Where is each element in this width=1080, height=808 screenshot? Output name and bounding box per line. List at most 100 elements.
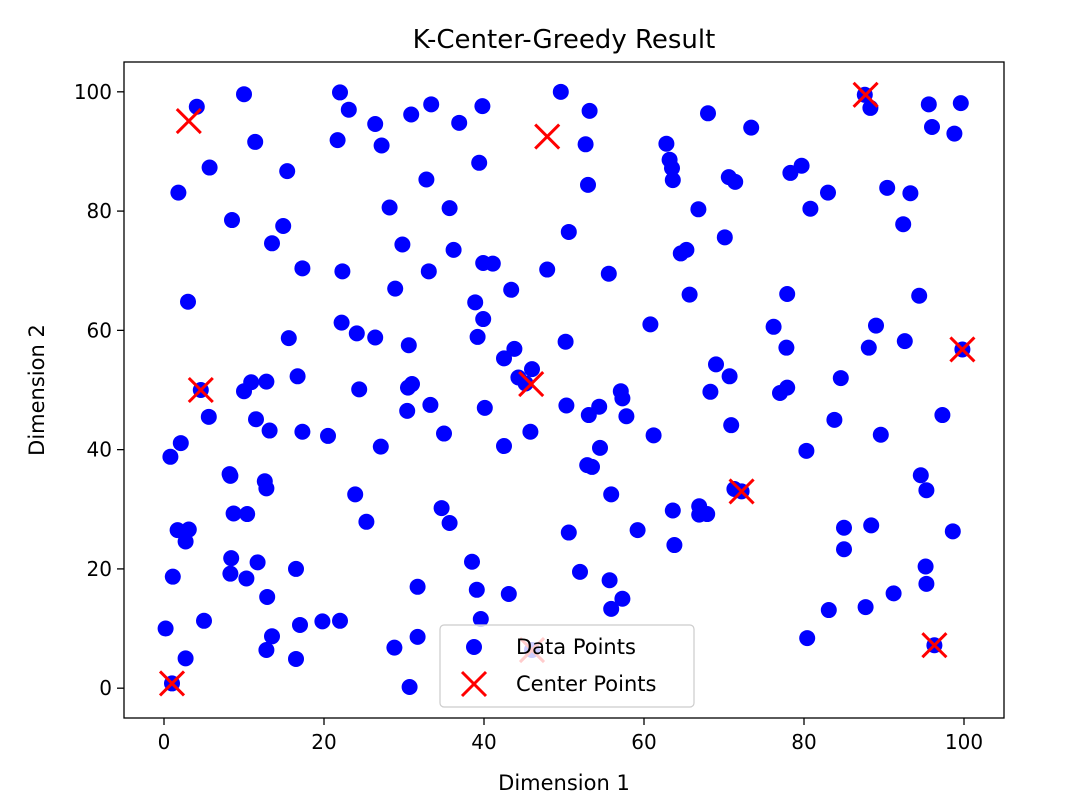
- data-point: [351, 381, 368, 398]
- data-point: [699, 506, 716, 523]
- y-axis-label: Dimension 2: [25, 324, 49, 456]
- data-point: [721, 368, 738, 385]
- data-point: [895, 216, 912, 233]
- data-point: [420, 263, 437, 280]
- data-point: [885, 585, 902, 602]
- legend-center-points-marker: [460, 670, 488, 698]
- data-point: [261, 422, 278, 439]
- data-point: [258, 642, 275, 659]
- data-point: [727, 173, 744, 190]
- center-point: [728, 478, 755, 505]
- data-point: [294, 260, 311, 277]
- data-point: [603, 486, 620, 503]
- data-point: [603, 600, 620, 617]
- data-point: [381, 199, 398, 216]
- data-point: [314, 613, 331, 630]
- data-point: [857, 599, 874, 616]
- data-point: [394, 236, 411, 253]
- data-point: [224, 212, 240, 229]
- data-point: [467, 294, 484, 311]
- data-point: [503, 281, 520, 298]
- data-point: [918, 575, 935, 592]
- data-point: [664, 502, 681, 519]
- data-point: [924, 119, 940, 136]
- data-point: [952, 95, 969, 112]
- data-point: [249, 554, 266, 571]
- data-point: [289, 368, 306, 385]
- data-point: [779, 285, 796, 302]
- center-point: [921, 632, 948, 659]
- data-point: [409, 578, 426, 595]
- data-point: [700, 105, 716, 122]
- data-point: [372, 438, 389, 455]
- data-point: [464, 553, 480, 570]
- data-point: [522, 423, 539, 440]
- data-point: [320, 427, 336, 444]
- data-point: [348, 325, 365, 342]
- data-point: [629, 522, 646, 539]
- data-point: [180, 293, 196, 310]
- data-point: [862, 99, 879, 116]
- data-point: [879, 179, 896, 196]
- data-point: [475, 311, 492, 328]
- data-point: [386, 639, 403, 656]
- y-tick-label: 0: [99, 676, 112, 700]
- data-point: [484, 255, 501, 272]
- legend-data-points-label: Data Points: [516, 635, 636, 659]
- data-point: [236, 86, 252, 103]
- data-point: [917, 558, 934, 575]
- data-point: [258, 480, 275, 497]
- data-point: [664, 172, 681, 189]
- data-point: [436, 425, 452, 442]
- data-point: [170, 184, 187, 201]
- data-point: [765, 318, 782, 335]
- data-point: [836, 541, 852, 558]
- data-point: [902, 185, 919, 202]
- legend-data-points-marker: [466, 639, 482, 655]
- data-point: [496, 350, 512, 367]
- data-point: [387, 280, 404, 297]
- data-point: [779, 379, 796, 396]
- data-point: [225, 505, 242, 522]
- x-tick-label: 100: [945, 730, 983, 754]
- center-point: [949, 336, 976, 363]
- data-point: [373, 137, 390, 154]
- data-point: [334, 263, 351, 280]
- data-point: [793, 157, 810, 174]
- data-point: [177, 650, 194, 667]
- data-point: [820, 602, 837, 619]
- y-tick-label: 100: [74, 80, 112, 104]
- data-point: [238, 570, 255, 587]
- center-point: [852, 81, 879, 108]
- center-point: [187, 376, 214, 404]
- y-tick-label: 60: [87, 318, 112, 342]
- data-point: [333, 314, 350, 331]
- data-point: [820, 184, 836, 201]
- legend-center-points-label: Center Points: [516, 672, 656, 696]
- data-point: [944, 523, 961, 540]
- data-point: [400, 337, 417, 354]
- data-point: [500, 585, 517, 602]
- data-point: [560, 223, 577, 240]
- data-point: [264, 628, 280, 645]
- data-point: [681, 286, 698, 303]
- data-point: [258, 373, 275, 390]
- data-point: [799, 630, 816, 647]
- x-tick-label: 80: [791, 730, 816, 754]
- data-points-layer: [157, 83, 971, 695]
- data-point: [404, 376, 420, 393]
- data-point: [577, 136, 594, 153]
- data-point: [243, 374, 260, 391]
- data-point: [157, 620, 174, 637]
- data-point: [678, 241, 695, 258]
- data-point: [358, 513, 375, 530]
- data-point: [778, 339, 795, 356]
- data-point: [409, 628, 426, 645]
- data-point: [239, 506, 256, 523]
- legend-box: [439, 624, 695, 708]
- data-point: [441, 514, 458, 531]
- data-point: [172, 435, 189, 452]
- data-point: [347, 486, 364, 503]
- center-point: [175, 107, 202, 135]
